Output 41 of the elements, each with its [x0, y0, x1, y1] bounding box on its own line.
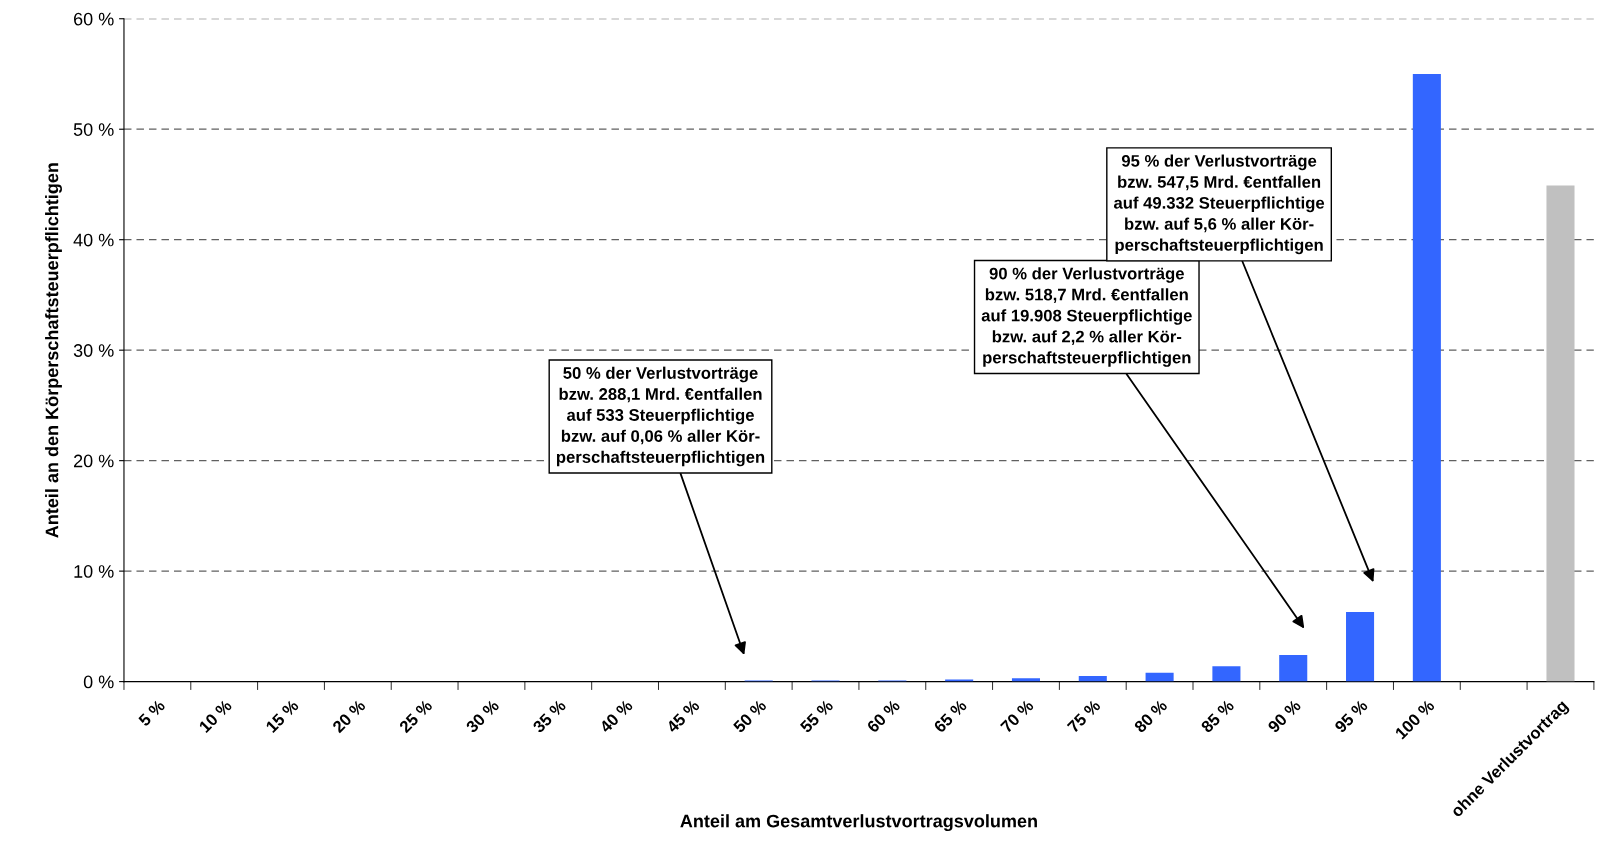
x-tick-label: 40 %: [598, 698, 634, 734]
x-tick-label: 95 %: [1333, 698, 1369, 734]
bar: [1011, 678, 1040, 682]
x-tick-label: 80 %: [1133, 698, 1168, 734]
bar: [945, 679, 974, 682]
bar: [1145, 672, 1174, 682]
x-tick-label: 15 %: [265, 698, 300, 734]
bar: [1412, 73, 1441, 682]
x-tick-label: 25 %: [398, 698, 433, 734]
x-tick-label: 30 %: [465, 698, 500, 734]
y-tick-label: 30 %: [73, 344, 114, 357]
bar: [1279, 655, 1308, 682]
x-tick-label: 85 %: [1200, 698, 1235, 734]
x-tick-label: 50 %: [732, 698, 768, 734]
annotation: 90 % der Verlustvorträge bzw. 518,7 Mrd. €entfallen auf 19.908 Steuerpflichtige bzw. auf 2,2 % aller Kör- perschaftsteuerpflichtigen: [981, 267, 1192, 367]
x-tick-label: 5 %: [137, 698, 166, 727]
x-tick-label: 100 %: [1394, 698, 1436, 740]
x-tick-label: 75 %: [1066, 698, 1102, 734]
x-tick-label: 20 %: [331, 698, 367, 734]
y-tick-label: 0 %: [83, 675, 114, 689]
x-tick-label: 65 %: [933, 698, 968, 734]
x-tick-label: 35 %: [531, 698, 567, 734]
y-tick-label: 60 %: [74, 12, 114, 26]
bar: [1078, 676, 1107, 682]
x-tick-label: 10 %: [198, 698, 233, 734]
bar: [1546, 185, 1575, 682]
x-tick-label: 70 %: [999, 698, 1035, 734]
bar: [1346, 612, 1375, 682]
y-axis-title: Anteil an den Körperschaftsteuerpflichtigen: [45, 163, 62, 538]
x-tick-label: 45 %: [665, 698, 701, 734]
x-axis-title: Anteil am Gesamtverlustvortragsvolumen: [680, 814, 1037, 832]
y-tick-label: 50 %: [73, 123, 114, 136]
y-tick-label: 20 %: [74, 454, 114, 468]
bar: [1212, 666, 1241, 682]
y-tick-label: 10 %: [74, 565, 114, 578]
x-tick-label: 90 %: [1267, 698, 1302, 734]
x-tick-label: 60 %: [866, 698, 901, 734]
x-tick-label: 55 %: [799, 698, 834, 734]
y-tick-label: 40 %: [73, 233, 114, 247]
annotation: 50 % der Verlustvorträge bzw. 288,1 Mrd. €entfallen auf 533 Steuerpflichtige bzw. auf 0,06 % aller Kör- perschaftsteuerpflichtigen: [556, 366, 765, 467]
annotation: 95 % der Verlustvorträge bzw. 547,5 Mrd. €entfallen auf 49.332 Steuerpflichtige bzw. auf 5,6 % aller Kör- perschaftsteuerpflichtigen: [1113, 154, 1325, 255]
